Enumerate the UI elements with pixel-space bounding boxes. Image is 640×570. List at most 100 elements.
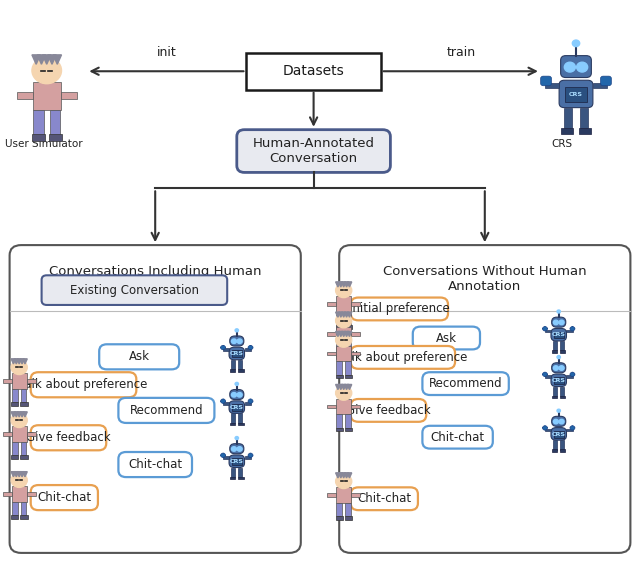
Polygon shape (11, 412, 16, 417)
Text: Conversations Without Human
Annotation: Conversations Without Human Annotation (383, 265, 587, 294)
Text: Ask: Ask (129, 351, 150, 363)
Bar (3, 379, 12, 383)
Circle shape (11, 413, 28, 428)
Polygon shape (347, 384, 352, 390)
Polygon shape (335, 332, 340, 336)
FancyBboxPatch shape (230, 336, 244, 346)
Circle shape (237, 447, 242, 451)
Bar (336, 487, 351, 503)
Bar (12, 373, 27, 389)
Bar (554, 332, 564, 339)
FancyBboxPatch shape (551, 328, 566, 341)
Polygon shape (341, 384, 346, 390)
Circle shape (232, 393, 237, 397)
Text: CRS: CRS (552, 378, 566, 383)
Polygon shape (344, 312, 349, 317)
Bar (27, 492, 35, 495)
Text: Initial preference: Initial preference (349, 303, 450, 315)
Text: Datasets: Datasets (283, 64, 344, 78)
Text: CRS: CRS (551, 139, 573, 149)
Text: CRS: CRS (552, 431, 566, 437)
Bar (335, 428, 343, 431)
FancyBboxPatch shape (42, 275, 227, 305)
Circle shape (559, 320, 564, 325)
FancyBboxPatch shape (10, 245, 301, 553)
Bar (335, 374, 343, 378)
Bar (545, 329, 551, 332)
Bar (351, 405, 360, 408)
FancyBboxPatch shape (570, 426, 575, 430)
Bar (232, 404, 242, 411)
Polygon shape (347, 282, 352, 287)
Circle shape (554, 366, 559, 370)
Polygon shape (347, 332, 352, 336)
Polygon shape (339, 332, 343, 336)
Bar (61, 92, 77, 99)
FancyBboxPatch shape (118, 398, 214, 423)
Bar (3, 492, 12, 495)
Polygon shape (344, 332, 349, 336)
Polygon shape (335, 282, 340, 287)
Text: CRS: CRS (230, 351, 244, 356)
Bar (11, 515, 19, 519)
Bar (238, 477, 244, 479)
Polygon shape (341, 282, 346, 287)
Text: User Simulator: User Simulator (5, 139, 83, 149)
Text: Give feedback: Give feedback (346, 404, 431, 417)
Circle shape (559, 366, 564, 370)
FancyBboxPatch shape (351, 346, 455, 369)
FancyBboxPatch shape (551, 374, 566, 386)
Polygon shape (17, 359, 22, 364)
Bar (244, 348, 251, 351)
Bar (545, 429, 551, 431)
Polygon shape (341, 473, 346, 478)
Bar (552, 449, 557, 452)
Text: Talk about preference: Talk about preference (339, 351, 467, 364)
Polygon shape (22, 412, 28, 417)
Bar (12, 426, 27, 442)
Bar (337, 361, 342, 375)
Polygon shape (22, 472, 28, 477)
Bar (223, 348, 229, 351)
Bar (328, 405, 336, 408)
FancyBboxPatch shape (351, 487, 418, 510)
Circle shape (557, 409, 561, 412)
Circle shape (554, 320, 559, 325)
Bar (3, 432, 12, 435)
Bar (345, 374, 352, 378)
Circle shape (237, 339, 242, 344)
Bar (351, 332, 360, 336)
Bar (554, 431, 564, 438)
Bar (32, 134, 45, 141)
Bar (580, 108, 588, 128)
Circle shape (572, 40, 580, 47)
Text: Ask: Ask (436, 332, 457, 344)
Bar (17, 92, 33, 99)
Bar (239, 413, 243, 423)
FancyBboxPatch shape (570, 372, 575, 377)
Bar (12, 389, 18, 402)
Polygon shape (22, 359, 28, 364)
FancyBboxPatch shape (221, 453, 225, 458)
Bar (345, 312, 351, 325)
FancyBboxPatch shape (230, 443, 244, 454)
FancyBboxPatch shape (229, 401, 244, 413)
Bar (553, 341, 557, 351)
Bar (560, 350, 566, 353)
Bar (232, 458, 242, 465)
FancyBboxPatch shape (413, 327, 480, 349)
Circle shape (557, 310, 561, 313)
Bar (232, 351, 242, 357)
Bar (345, 361, 351, 375)
Polygon shape (37, 55, 45, 64)
Polygon shape (335, 473, 340, 478)
Bar (49, 134, 62, 141)
Bar (337, 503, 342, 516)
Bar (545, 83, 559, 88)
Text: Recommend: Recommend (129, 404, 204, 417)
FancyBboxPatch shape (31, 425, 106, 450)
Circle shape (557, 356, 561, 359)
FancyBboxPatch shape (551, 428, 566, 440)
Polygon shape (14, 412, 19, 417)
Circle shape (235, 329, 239, 332)
